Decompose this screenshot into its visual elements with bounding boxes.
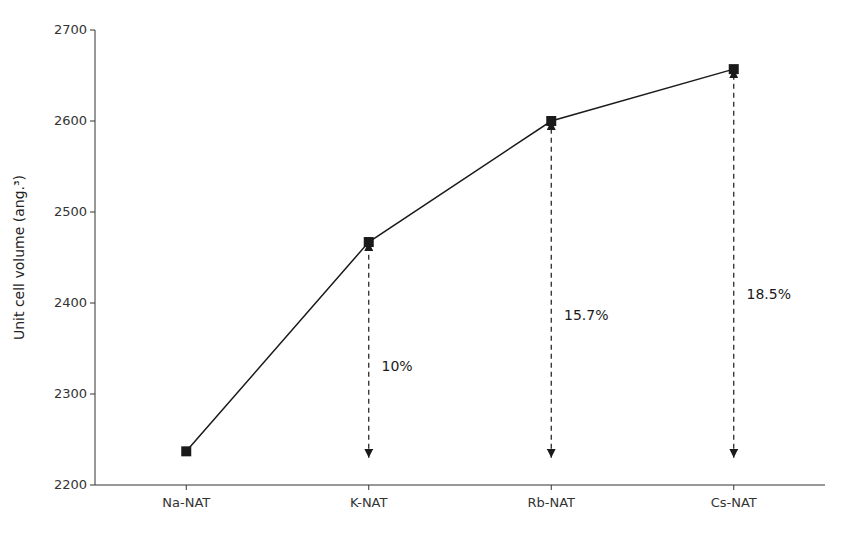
data-point xyxy=(181,446,191,456)
y-axis-title: Unit cell volume (ang.³) xyxy=(11,175,27,340)
x-tick xyxy=(368,485,369,490)
x-tick-label: K-NAT xyxy=(350,495,387,510)
x-tick-label: Rb-NAT xyxy=(527,495,575,510)
y-tick xyxy=(90,303,95,304)
y-tick-label: 2600 xyxy=(54,113,87,128)
y-axis-line xyxy=(95,30,96,485)
plot-area xyxy=(181,64,739,458)
x-tick-label: Na-NAT xyxy=(162,495,210,510)
y-tick-label: 2400 xyxy=(54,295,87,310)
x-tick xyxy=(551,485,552,490)
chart-container: 2200 2300 2400 2500 2600 2700 Na-NAT K-NAT Rb-NA… xyxy=(0,0,865,540)
annotation-arrow xyxy=(733,69,734,458)
y-tick-label: 2700 xyxy=(54,22,87,37)
y-tick xyxy=(90,485,95,486)
annotation-arrow xyxy=(551,121,552,458)
y-tick xyxy=(90,394,95,395)
data-point xyxy=(729,64,739,74)
annotation-label: 15.7% xyxy=(564,307,608,323)
y-tick xyxy=(90,121,95,122)
data-point xyxy=(364,237,374,247)
x-tick xyxy=(733,485,734,490)
x-axis-line xyxy=(95,485,825,486)
chart-svg: 2200 2300 2400 2500 2600 2700 Na-NAT K-NAT Rb-NA… xyxy=(0,0,865,540)
annotation-arrow xyxy=(368,242,369,458)
annotation-label: 18.5% xyxy=(747,286,791,302)
y-tick-label: 2200 xyxy=(54,477,87,492)
y-tick xyxy=(90,212,95,213)
data-point xyxy=(546,116,556,126)
x-tick-label: Cs-NAT xyxy=(711,495,757,510)
x-tick xyxy=(186,485,187,490)
annotation-label: 10% xyxy=(382,358,413,374)
y-tick-label: 2500 xyxy=(54,204,87,219)
y-tick xyxy=(90,30,95,31)
data-line xyxy=(186,69,734,451)
y-tick-label: 2300 xyxy=(54,386,87,401)
